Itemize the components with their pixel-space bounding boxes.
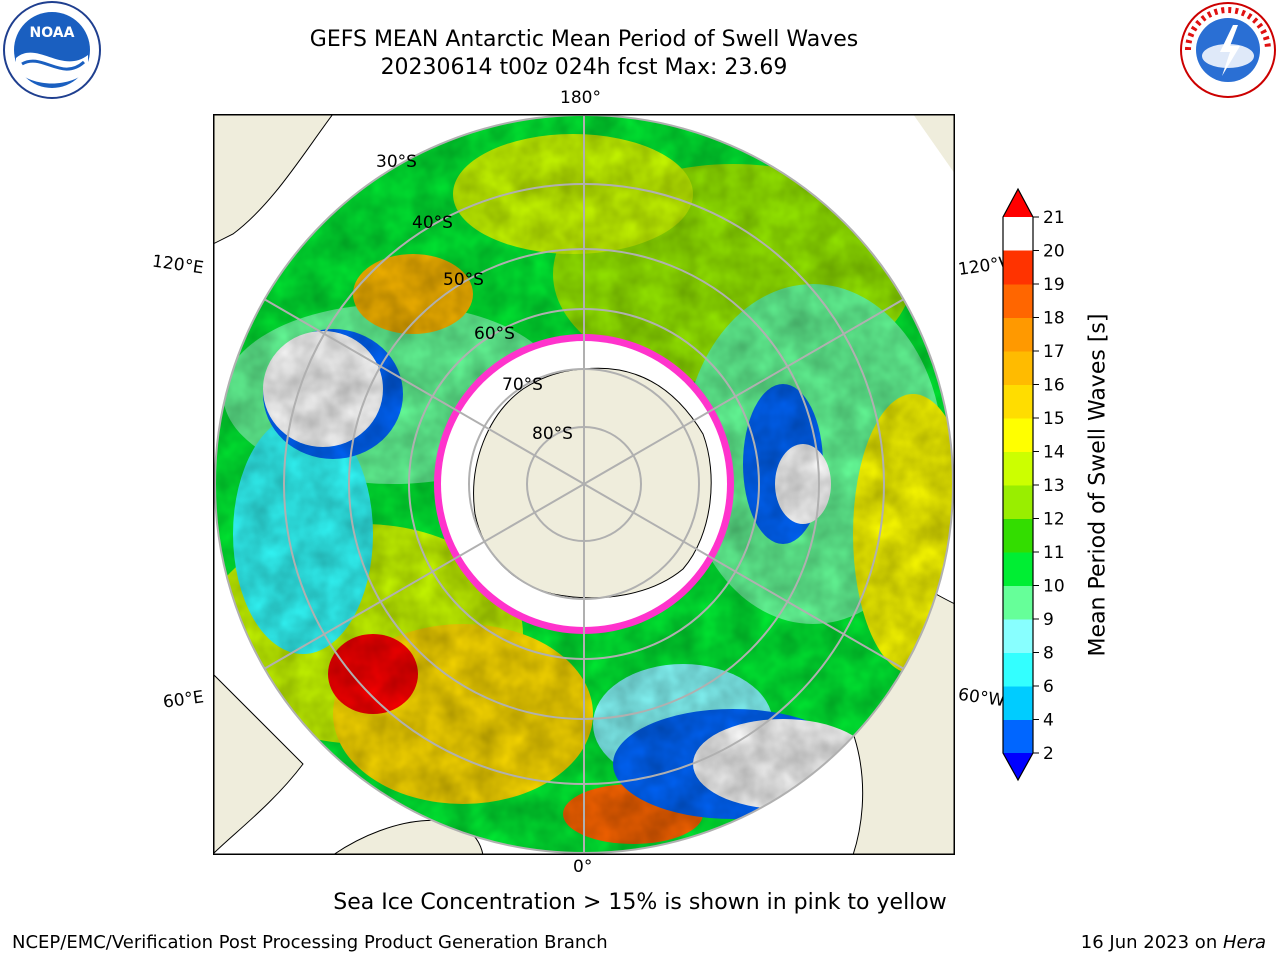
colorbar-tick-label: 15 xyxy=(1043,409,1065,429)
lon-label-bottom: 0° xyxy=(573,857,593,877)
lat-label-50: 50°S xyxy=(443,270,484,290)
colorbar-tick-label: 19 xyxy=(1043,275,1065,295)
lat-label-60: 60°S xyxy=(474,324,515,344)
lat-label-30: 30°S xyxy=(376,152,417,172)
map-frame xyxy=(212,113,956,856)
graticule xyxy=(214,114,954,855)
sea-ice-note: Sea Ice Concentration > 15% is shown in … xyxy=(333,890,947,915)
colorbar-extend-high xyxy=(1003,189,1033,217)
colorbar-band xyxy=(1003,485,1033,519)
colorbar-tick-label: 14 xyxy=(1043,443,1065,463)
colorbar-band xyxy=(1003,585,1033,620)
date-stamp: 16 Jun 2023 on Hera xyxy=(1081,932,1266,953)
colorbar-band xyxy=(1003,686,1033,720)
colorbar-band xyxy=(1003,418,1033,452)
date-text: 16 Jun 2023 on xyxy=(1080,932,1223,953)
colorbar-band xyxy=(1003,451,1033,486)
colorbar-band xyxy=(1003,384,1033,419)
colorbar-band xyxy=(1003,518,1033,553)
colorbar-band xyxy=(1003,719,1033,754)
svg-text:NOAA: NOAA xyxy=(30,25,75,41)
colorbar-tick-label: 10 xyxy=(1043,577,1065,597)
lon-label-top: 180° xyxy=(560,88,601,108)
map-title: GEFS MEAN Antarctic Mean Period of Swell… xyxy=(309,27,859,52)
colorbar-tick-label: 8 xyxy=(1043,644,1054,664)
colorbar-band xyxy=(1003,351,1033,385)
colorbar-tick-label: 12 xyxy=(1043,510,1065,530)
colorbar-band xyxy=(1003,619,1033,653)
colorbar-label: Mean Period of Swell Waves [s] xyxy=(1085,313,1111,657)
colorbar-tick-label: 9 xyxy=(1043,610,1054,630)
colorbar-tick-label: 4 xyxy=(1043,711,1054,731)
machine-name: Hera xyxy=(1222,932,1266,953)
lat-label-80: 80°S xyxy=(532,424,573,444)
colorbar-tick-label: 20 xyxy=(1043,242,1065,262)
colorbar-band xyxy=(1003,317,1033,352)
lat-label-40: 40°S xyxy=(412,213,453,233)
lat-label-70: 70°S xyxy=(502,375,543,395)
colorbar-tick-label: 13 xyxy=(1043,476,1065,496)
polar-map xyxy=(212,113,956,856)
colorbar-tick-label: 6 xyxy=(1043,677,1054,697)
colorbar-tick-label: 2 xyxy=(1043,744,1054,764)
colorbar-tick-label: 11 xyxy=(1043,543,1065,563)
colorbar-tick-label: 17 xyxy=(1043,342,1065,362)
colorbar-band xyxy=(1003,652,1033,687)
nws-logo xyxy=(1180,2,1276,98)
map-subtitle: 20230614 t00z 024h fcst Max: 23.69 xyxy=(380,55,788,80)
colorbar-tick-label: 18 xyxy=(1043,309,1065,329)
credit-text: NCEP/EMC/Verification Post Processing Pr… xyxy=(12,932,608,953)
colorbar-band xyxy=(1003,250,1033,285)
noaa-logo: NOAA xyxy=(3,1,101,99)
colorbar-extend-low xyxy=(1003,753,1033,780)
colorbar: 2 4 6 8 9 10 11 12 13 14 15 16 17 18 19 20 21 xyxy=(1002,187,1065,782)
colorbar-band xyxy=(1003,552,1033,586)
colorbar-tick-label: 16 xyxy=(1043,376,1065,396)
colorbar-tick-label: 21 xyxy=(1043,208,1065,228)
lon-label-upper-left: 120°E xyxy=(150,251,205,279)
colorbar-band xyxy=(1003,284,1033,318)
lon-label-lower-left: 60°E xyxy=(161,687,206,713)
